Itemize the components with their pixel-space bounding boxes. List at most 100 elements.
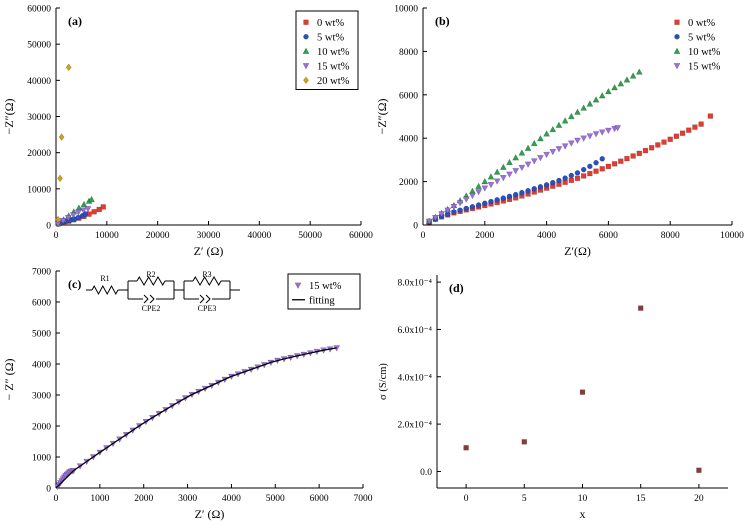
svg-text:0: 0 <box>413 222 418 232</box>
svg-text:2.0x10⁻⁴: 2.0x10⁻⁴ <box>398 421 433 431</box>
series-20-wt <box>55 63 72 224</box>
legend: 0 wt% 5 wt% 10 wt% 15 wt% <box>673 18 721 72</box>
svg-text:60000: 60000 <box>349 231 373 241</box>
series-5-wt <box>426 156 605 225</box>
svg-text:40000: 40000 <box>27 77 51 87</box>
svg-text:4000: 4000 <box>222 494 241 504</box>
svg-text:4000: 4000 <box>537 231 556 241</box>
svg-text:40000: 40000 <box>247 231 271 241</box>
svg-text:0: 0 <box>464 494 469 504</box>
svg-text:0: 0 <box>421 231 426 241</box>
svg-text:15: 15 <box>636 494 646 504</box>
legend-item-0-wt <box>303 19 309 25</box>
svg-text:2000: 2000 <box>475 231 494 241</box>
panel-a: 0 10000 20000 30000 40000 50000 60000 0 10000 200… <box>0 0 373 263</box>
svg-text:1000: 1000 <box>90 494 109 504</box>
svg-text:0: 0 <box>54 231 59 241</box>
legend: 15 wt% fitting <box>287 273 361 310</box>
svg-text:30000: 30000 <box>27 113 51 123</box>
svg-text:10 wt%: 10 wt% <box>317 47 350 58</box>
svg-text:R1: R1 <box>100 274 109 283</box>
x-axis-label: Z′ (Ω) <box>195 507 225 521</box>
axes: 0 10000 20000 30000 40000 50000 60000 0 10000 200… <box>2 5 373 259</box>
chart-a-nyquist-full: 0 10000 20000 30000 40000 50000 60000 0 10000 200… <box>2 5 373 259</box>
panel-label: (b) <box>435 14 450 28</box>
svg-text:R3: R3 <box>202 270 211 279</box>
axes: 0 2000 4000 6000 8000 10000 0 2000 4000 6000 8000 1… <box>375 5 744 259</box>
svg-text:CPE3: CPE3 <box>198 304 217 313</box>
svg-text:5: 5 <box>522 494 527 504</box>
svg-text:15 wt%: 15 wt% <box>317 61 350 72</box>
svg-text:6000: 6000 <box>599 231 618 241</box>
axes: 0 1000 2000 3000 4000 5000 6000 7000 0 1000 2000 30… <box>2 268 373 522</box>
svg-text:10000: 10000 <box>394 5 418 15</box>
svg-text:1000: 1000 <box>32 454 51 464</box>
legend-item-15-wt <box>302 63 310 70</box>
y-axis-label: σ (S/cm) <box>378 363 389 400</box>
svg-text:10: 10 <box>578 494 588 504</box>
svg-text:10 wt%: 10 wt% <box>688 47 721 58</box>
y-axis-label: − Z″ (Ω) <box>2 358 16 400</box>
svg-text:3000: 3000 <box>178 494 197 504</box>
svg-text:4000: 4000 <box>32 361 51 371</box>
svg-text:2000: 2000 <box>134 494 153 504</box>
svg-text:5000: 5000 <box>32 330 51 340</box>
svg-text:60000: 60000 <box>27 5 51 15</box>
axes: 0 5 10 15 20 0.0 2.0x10⁻⁴ 4.0x10⁻⁴ 6.0x10⁻⁴ 8.0x1… <box>378 275 728 521</box>
svg-text:0 wt%: 0 wt% <box>317 18 344 29</box>
svg-text:20000: 20000 <box>146 231 170 241</box>
svg-text:20 wt%: 20 wt% <box>317 76 350 87</box>
svg-text:5 wt%: 5 wt% <box>688 32 715 43</box>
svg-text:20: 20 <box>694 494 704 504</box>
panel-b: 0 2000 4000 6000 8000 10000 0 2000 4000 6000 8000 1… <box>373 0 746 263</box>
svg-text:8000: 8000 <box>399 48 418 58</box>
svg-text:2000: 2000 <box>32 423 51 433</box>
legend-item-10-wt <box>673 47 681 54</box>
series-0-wt <box>426 113 714 225</box>
svg-text:0 wt%: 0 wt% <box>688 18 715 29</box>
panel-d: 0 5 10 15 20 0.0 2.0x10⁻⁴ 4.0x10⁻⁴ 6.0x10⁻⁴ 8.0x1… <box>373 263 746 526</box>
svg-text:0.0: 0.0 <box>420 468 432 478</box>
legend: 0 wt% 5 wt% 10 wt% 15 wt% 20 wt% <box>295 10 359 90</box>
svg-text:15 wt%: 15 wt% <box>309 281 342 292</box>
legend-item-0-wt <box>674 19 680 25</box>
legend-item-5-wt <box>303 34 309 40</box>
svg-text:5 wt%: 5 wt% <box>317 32 344 43</box>
legend-item-15-wt <box>673 63 681 70</box>
svg-text:15 wt%: 15 wt% <box>688 61 721 72</box>
svg-text:4.0x10⁻⁴: 4.0x10⁻⁴ <box>398 373 433 383</box>
svg-text:10000: 10000 <box>720 231 744 241</box>
panel-label: (a) <box>68 14 82 28</box>
legend-item-20-wt <box>303 76 309 85</box>
svg-text:10000: 10000 <box>27 185 51 195</box>
svg-text:2000: 2000 <box>399 178 418 188</box>
legend-item-15-wt <box>294 282 302 289</box>
x-axis-label: Z′(Ω) <box>564 244 591 258</box>
series-conductivity <box>463 305 702 473</box>
panel-label: (c) <box>68 277 81 291</box>
legend-item-10-wt <box>302 47 310 54</box>
chart-d-conductivity: 0 5 10 15 20 0.0 2.0x10⁻⁴ 4.0x10⁻⁴ 6.0x10⁻⁴ 8.0x1… <box>378 275 728 521</box>
svg-text:20000: 20000 <box>27 149 51 159</box>
svg-text:R2: R2 <box>146 270 155 279</box>
svg-text:50000: 50000 <box>27 41 51 51</box>
chart-c-fitting: 0 1000 2000 3000 4000 5000 6000 7000 0 1000 2000 30… <box>2 268 373 522</box>
svg-text:0: 0 <box>46 222 51 232</box>
svg-text:8000: 8000 <box>661 231 680 241</box>
series-15-wt <box>54 345 341 491</box>
svg-text:7000: 7000 <box>354 494 373 504</box>
panel-label: (d) <box>449 281 464 295</box>
series-fitting <box>55 347 337 489</box>
svg-text:4000: 4000 <box>399 135 418 145</box>
svg-text:5000: 5000 <box>266 494 285 504</box>
x-axis-label: x <box>580 507 586 521</box>
svg-text:0: 0 <box>54 494 59 504</box>
svg-text:30000: 30000 <box>197 231 221 241</box>
series-15-wt <box>425 125 622 226</box>
svg-text:6000: 6000 <box>310 494 329 504</box>
svg-text:6000: 6000 <box>399 91 418 101</box>
equivalent-circuit-inset: R1 R2 CPE2 R3 CPE3 <box>86 270 240 313</box>
svg-text:7000: 7000 <box>32 268 51 278</box>
y-axis-label: −Z″(Ω) <box>2 98 16 134</box>
